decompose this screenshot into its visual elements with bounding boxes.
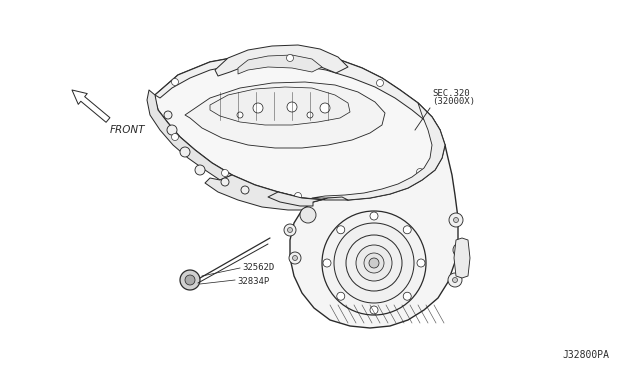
Circle shape xyxy=(453,243,467,257)
Circle shape xyxy=(284,224,296,236)
Circle shape xyxy=(253,103,263,113)
Polygon shape xyxy=(312,103,445,200)
Polygon shape xyxy=(238,55,322,74)
Circle shape xyxy=(195,165,205,175)
Circle shape xyxy=(294,192,301,199)
Text: FRONT: FRONT xyxy=(110,125,145,135)
Text: 32834P: 32834P xyxy=(237,276,269,285)
Circle shape xyxy=(356,245,392,281)
Circle shape xyxy=(431,125,438,131)
Polygon shape xyxy=(215,45,348,76)
Circle shape xyxy=(449,213,463,227)
Circle shape xyxy=(221,170,228,176)
Circle shape xyxy=(287,228,292,232)
Text: J32800PA: J32800PA xyxy=(562,350,609,360)
Circle shape xyxy=(454,218,458,222)
Circle shape xyxy=(448,273,462,287)
Circle shape xyxy=(287,102,297,112)
Circle shape xyxy=(292,256,298,260)
Polygon shape xyxy=(454,238,470,278)
Polygon shape xyxy=(290,145,458,328)
Circle shape xyxy=(241,186,249,194)
Circle shape xyxy=(458,247,463,253)
Text: (32000X): (32000X) xyxy=(432,97,475,106)
Circle shape xyxy=(307,112,313,118)
Circle shape xyxy=(417,259,425,267)
Circle shape xyxy=(180,270,200,290)
Circle shape xyxy=(365,192,371,199)
Circle shape xyxy=(300,207,316,223)
Circle shape xyxy=(323,259,331,267)
Polygon shape xyxy=(155,53,440,130)
Circle shape xyxy=(369,258,379,268)
Circle shape xyxy=(185,275,195,285)
Circle shape xyxy=(337,292,345,300)
Circle shape xyxy=(320,103,330,113)
Circle shape xyxy=(376,80,383,87)
Circle shape xyxy=(289,252,301,264)
Circle shape xyxy=(403,226,412,234)
Polygon shape xyxy=(155,53,445,200)
Circle shape xyxy=(180,147,190,157)
Circle shape xyxy=(164,111,172,119)
Circle shape xyxy=(370,306,378,314)
Polygon shape xyxy=(205,175,348,210)
Polygon shape xyxy=(185,82,385,148)
Polygon shape xyxy=(210,87,350,125)
Circle shape xyxy=(346,235,402,291)
Circle shape xyxy=(172,78,179,86)
Circle shape xyxy=(417,169,424,176)
Circle shape xyxy=(322,211,426,315)
Circle shape xyxy=(334,223,414,303)
Circle shape xyxy=(364,253,384,273)
Circle shape xyxy=(287,55,294,61)
Circle shape xyxy=(167,125,177,135)
Circle shape xyxy=(172,134,179,141)
Text: SEC.320: SEC.320 xyxy=(432,89,470,98)
Circle shape xyxy=(452,278,458,282)
Circle shape xyxy=(370,212,378,220)
Polygon shape xyxy=(147,90,232,180)
Circle shape xyxy=(237,112,243,118)
Circle shape xyxy=(337,226,345,234)
Polygon shape xyxy=(72,90,110,122)
Polygon shape xyxy=(268,192,348,206)
Text: 32562D: 32562D xyxy=(242,263,275,273)
Circle shape xyxy=(403,292,412,300)
Circle shape xyxy=(221,178,229,186)
